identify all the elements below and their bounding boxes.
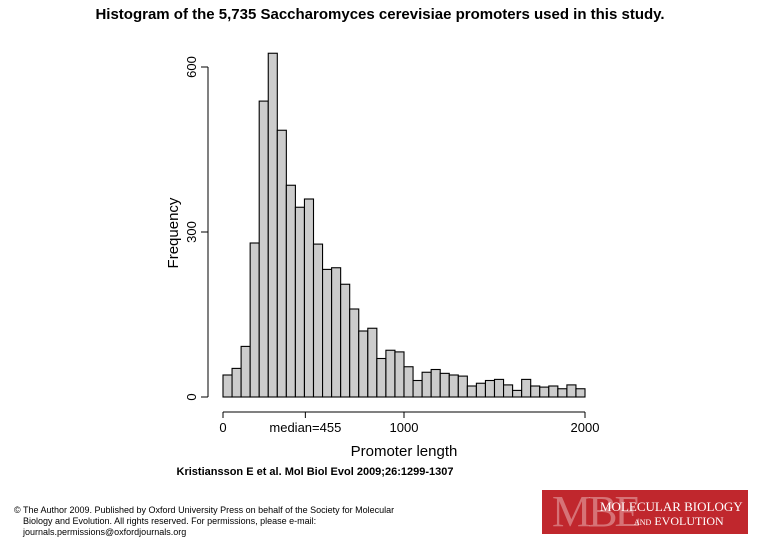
histogram-bar <box>222 374 233 398</box>
histogram-bar <box>331 267 342 398</box>
histogram-bar <box>512 389 523 398</box>
histogram-bar <box>493 378 505 398</box>
histogram-bar <box>448 374 459 398</box>
copyright-line: © The Author 2009. Published by Oxford U… <box>14 505 395 515</box>
citation: Kristiansson E et al. Mol Biol Evol 2009… <box>176 466 454 478</box>
histogram-bar <box>403 366 414 398</box>
y-tick-label: 300 <box>184 221 199 243</box>
copyright-line: Biology and Evolution. All rights reserv… <box>23 516 317 526</box>
x-tick-label: 2000 <box>571 420 600 435</box>
histogram-bar <box>231 367 242 398</box>
chart-title: Histogram of the 5,735 Saccharomyces cer… <box>95 6 665 23</box>
histogram-bar <box>539 386 550 398</box>
histogram-bar <box>457 375 468 398</box>
histogram-bar <box>367 327 378 398</box>
histogram-bar <box>340 283 351 398</box>
histogram-bars <box>222 52 586 398</box>
histogram-bar <box>267 52 278 398</box>
logo-text-line1: MOLECULAR BIOLOGY <box>600 499 743 514</box>
copyright-notice: © The Author 2009. Published by Oxford U… <box>14 505 454 538</box>
journal-logo[interactable]: MBE MOLECULAR BIOLOGY and EVOLUTION <box>542 490 748 534</box>
histogram-bar <box>321 268 333 398</box>
histogram-bar <box>240 345 251 398</box>
y-axis: 0 300 600 <box>184 56 209 401</box>
histogram-bar <box>285 184 296 398</box>
histogram-bar <box>430 368 441 398</box>
histogram-bar <box>358 330 369 398</box>
histogram-bar <box>349 308 360 398</box>
y-tick-label: 0 <box>184 393 199 400</box>
histogram-bar <box>439 372 450 398</box>
x-tick-label: median=455 <box>269 420 341 435</box>
histogram-bar <box>276 129 287 398</box>
histogram-bar <box>376 357 387 398</box>
histogram-bar <box>484 379 496 398</box>
histogram-bar <box>575 388 586 398</box>
histogram-bar <box>475 382 486 398</box>
histogram-bar <box>303 198 315 398</box>
histogram-bar <box>294 206 305 398</box>
histogram-bar <box>557 388 568 398</box>
histogram-bar <box>466 385 477 398</box>
copyright-line: journals.permissions@oxfordjournals.org <box>23 527 187 537</box>
histogram-bar <box>502 384 514 398</box>
histogram-bar <box>530 385 541 398</box>
histogram-bar <box>394 351 405 398</box>
x-tick-label: 0 <box>219 420 226 435</box>
logo-text-line2: and EVOLUTION <box>634 514 724 528</box>
histogram-bar <box>548 385 559 398</box>
histogram-bar <box>385 349 396 398</box>
x-axis-label: Promoter length <box>351 443 458 460</box>
histogram-bar <box>249 242 260 398</box>
y-tick-label: 600 <box>184 56 199 78</box>
histogram-bar <box>258 100 269 398</box>
x-tick-label: 1000 <box>390 420 419 435</box>
histogram-bar <box>566 384 577 398</box>
y-axis-label: Frequency <box>165 197 182 268</box>
histogram-bar <box>521 378 532 398</box>
logo-mark: MBE <box>552 490 641 534</box>
histogram-bar <box>421 371 432 398</box>
histogram-bar <box>412 379 423 398</box>
histogram-bar <box>312 243 324 398</box>
x-axis: 0 median=455 1000 2000 <box>219 411 600 435</box>
